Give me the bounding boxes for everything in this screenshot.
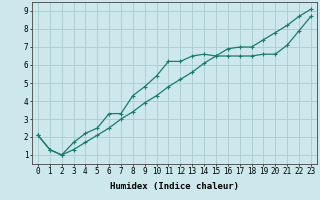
X-axis label: Humidex (Indice chaleur): Humidex (Indice chaleur) <box>110 182 239 191</box>
